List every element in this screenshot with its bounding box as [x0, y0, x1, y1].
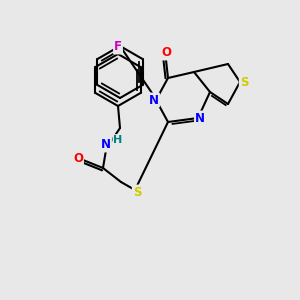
Text: N: N	[195, 112, 205, 124]
Text: N: N	[101, 139, 111, 152]
Text: N: N	[149, 94, 159, 106]
Text: O: O	[161, 46, 171, 59]
Text: S: S	[240, 76, 248, 88]
Text: H: H	[113, 135, 123, 145]
Text: S: S	[133, 185, 141, 199]
Text: F: F	[114, 40, 122, 53]
Text: O: O	[73, 152, 83, 164]
